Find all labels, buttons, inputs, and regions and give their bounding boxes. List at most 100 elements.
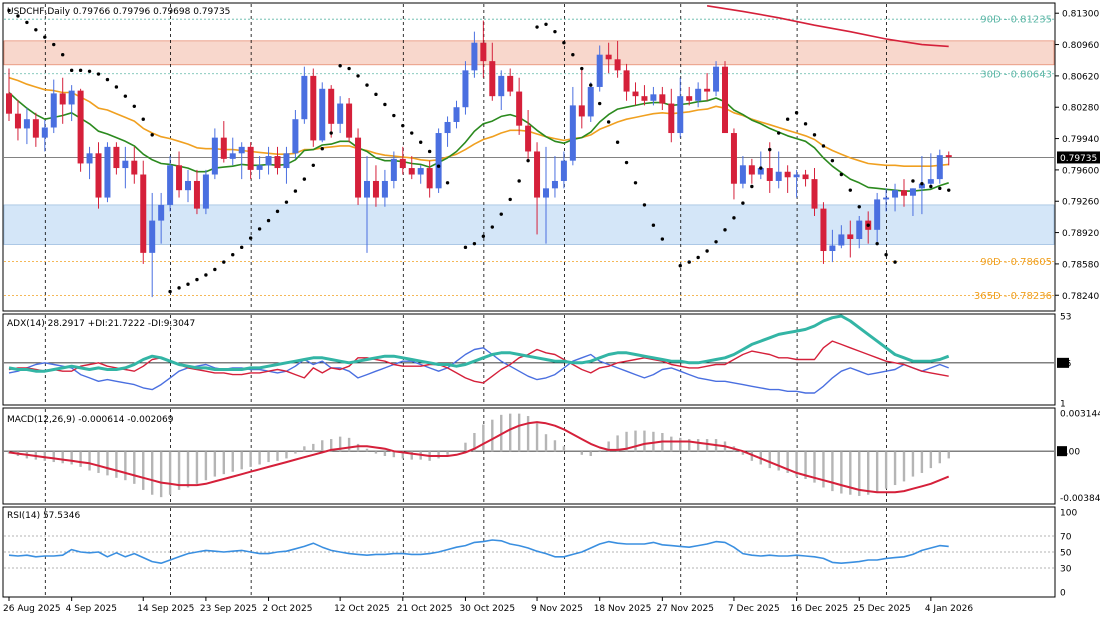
psar-dot-33 [302, 177, 307, 181]
candle-body [614, 59, 621, 71]
candle-19 [176, 151, 183, 198]
psar-dot-8 [78, 68, 83, 73]
price-tick-label: 0.79600 [1062, 166, 1099, 176]
candle-43 [390, 151, 397, 189]
time-tick-label: 21 Oct 2025 [397, 604, 453, 614]
plus-di-line [8, 347, 949, 394]
psar-dot-93 [839, 172, 844, 177]
rsi-axis: 100 70 50 30 0 [1060, 509, 1077, 599]
candle-body [193, 180, 200, 209]
candle-body [372, 180, 379, 198]
psar-dot-95 [857, 205, 861, 209]
psar-dot-27 [248, 236, 253, 240]
psar-dot-48 [436, 164, 441, 168]
rsi-tick-label: 50 [1060, 549, 1072, 559]
moving-averages [8, 5, 949, 192]
candle-body [480, 42, 487, 62]
candle-52 [471, 31, 478, 78]
rsi-series-line [8, 539, 949, 565]
candle-body [739, 165, 746, 184]
rsi-pane[interactable]: 100 70 50 30 0 RSI(14) 57.5346 [2, 506, 1077, 599]
candle-57 [516, 77, 523, 135]
psar-dot-6 [61, 52, 65, 57]
candle-2 [23, 108, 30, 145]
time-tick-label: 25 Dec 2025 [853, 604, 911, 614]
candle-33 [301, 66, 308, 124]
psar-dot-22 [204, 273, 208, 277]
psar-dot-97 [875, 241, 879, 246]
psar-dot-30 [275, 209, 280, 214]
candle-86 [775, 151, 782, 189]
candle-68 [614, 40, 621, 78]
psar-dot-64 [580, 66, 584, 71]
level-label-1: 30D - 0.80643 [980, 69, 1052, 80]
psar-dot-16 [150, 133, 154, 137]
candle-body [50, 93, 57, 128]
candle-body [605, 54, 612, 60]
candle-body [892, 190, 899, 198]
candle-body [659, 94, 666, 104]
candle-body [238, 146, 245, 154]
psar-dot-25 [231, 252, 235, 257]
psar-dot-72 [651, 223, 656, 227]
psar-dot-89 [803, 122, 808, 126]
psar-dot-14 [132, 104, 136, 109]
candle-28 [256, 156, 263, 180]
psar-dot-88 [794, 111, 799, 115]
psar-dot-57 [517, 179, 521, 183]
psar-dot-90 [812, 133, 817, 137]
level-label-2: 90D - 0.78605 [980, 257, 1052, 268]
psar-dot-61 [553, 29, 557, 34]
candle-90 [811, 168, 818, 216]
macd-tick-label: 0.00 [1060, 448, 1080, 458]
candle-8 [77, 88, 84, 172]
candle-18 [167, 156, 174, 212]
candle-body [802, 174, 809, 180]
candle-body [310, 75, 317, 141]
psar-dot-81 [732, 216, 736, 220]
macd-pane[interactable]: 0.003144 0.00 -0.003845 MACD(12,26,9) -0.0… [2, 407, 1100, 505]
psar-dot-45 [410, 131, 414, 135]
psar-dot-101 [911, 179, 915, 183]
candle-7 [68, 85, 75, 122]
candle-body [748, 165, 755, 175]
psar-dot-58 [526, 158, 530, 163]
candle-body [587, 86, 594, 117]
candles [6, 20, 952, 298]
current-price-label: 0.79735 [1060, 154, 1097, 164]
psar-dot-82 [741, 201, 745, 205]
adx-pane[interactable]: 53251 ADX(14) 28.2917 +DI:21.7222 -DI:9.… [2, 313, 1071, 410]
ma-long-line [706, 5, 949, 48]
candle-31 [283, 146, 290, 184]
macd-zero-box [1057, 446, 1067, 457]
candle-body [122, 160, 129, 169]
psar-dot-86 [777, 131, 781, 135]
candle-body [185, 180, 191, 191]
candle-body [534, 151, 541, 198]
candle-body [901, 190, 907, 196]
candle-body [131, 160, 138, 175]
rsi-tick-label: 0 [1060, 589, 1066, 599]
time-tick-label: 9 Nov 2025 [531, 604, 583, 614]
macd-signal [8, 421, 950, 494]
macd-tick-label: -0.003845 [1060, 494, 1100, 504]
candle-84 [757, 151, 764, 180]
psar-dot-11 [105, 77, 110, 82]
candle-body [247, 146, 254, 170]
current-price-box [1057, 151, 1100, 164]
candle-body [274, 156, 281, 169]
candle-body [551, 180, 558, 189]
psar-dot-80 [723, 228, 727, 232]
ma-slow-line [8, 76, 949, 167]
candle-29 [265, 146, 272, 175]
candle-25 [229, 137, 236, 166]
candle-body [945, 155, 952, 157]
candle-0 [6, 68, 12, 122]
psar-dot-44 [401, 123, 405, 128]
candle-body [6, 93, 12, 114]
psar-dot-51 [463, 245, 468, 250]
candle-32 [292, 109, 299, 159]
psar-dot-15 [141, 117, 145, 121]
candle-48 [435, 128, 442, 193]
main-pane[interactable]: 90D - 0.81235 30D - 0.80643 90D - 0.78605 3… [2, 2, 1100, 312]
